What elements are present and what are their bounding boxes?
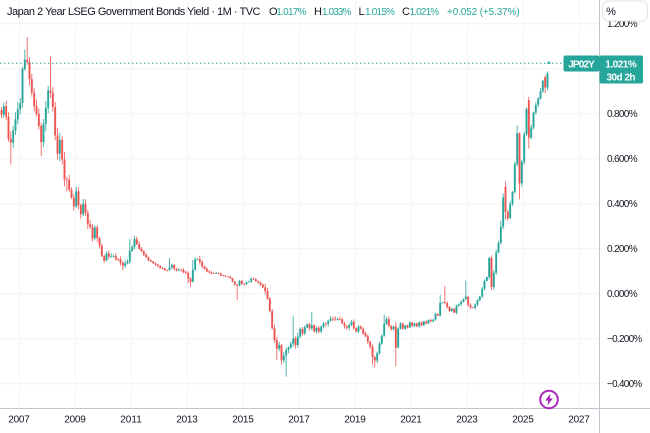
svg-text:1.033%: 1.033% xyxy=(322,7,352,18)
svg-text:2023: 2023 xyxy=(456,415,478,426)
svg-text:2021: 2021 xyxy=(400,415,422,426)
svg-text:−0.200%: −0.200% xyxy=(607,334,642,345)
svg-text:+0.052 (+5.37%): +0.052 (+5.37%) xyxy=(447,7,520,18)
svg-text:2011: 2011 xyxy=(120,415,142,426)
svg-text:2007: 2007 xyxy=(8,415,30,426)
svg-text:−0.400%: −0.400% xyxy=(607,379,642,390)
svg-text:1.021%: 1.021% xyxy=(410,7,440,18)
svg-text:L: L xyxy=(359,6,365,18)
svg-text:2027: 2027 xyxy=(568,415,590,426)
svg-text:1.200%: 1.200% xyxy=(607,19,638,30)
svg-text:2019: 2019 xyxy=(344,415,366,426)
svg-text:C: C xyxy=(402,6,410,18)
svg-text:%: % xyxy=(606,6,616,18)
svg-text:2025: 2025 xyxy=(512,415,534,426)
svg-text:JP02Y: JP02Y xyxy=(568,59,595,70)
svg-text:1.017%: 1.017% xyxy=(276,7,306,18)
svg-text:O: O xyxy=(269,6,278,18)
svg-text:0.000%: 0.000% xyxy=(607,289,638,300)
svg-text:Japan 2 Year LSEG Government B: Japan 2 Year LSEG Government Bonds Yield… xyxy=(7,6,261,18)
svg-text:2009: 2009 xyxy=(64,415,86,426)
svg-text:0.800%: 0.800% xyxy=(607,109,638,120)
svg-text:1.021%: 1.021% xyxy=(605,59,637,70)
svg-text:0.200%: 0.200% xyxy=(607,244,638,255)
svg-text:1.015%: 1.015% xyxy=(365,7,395,18)
svg-text:30d 2h: 30d 2h xyxy=(607,72,636,83)
svg-text:0.400%: 0.400% xyxy=(607,199,638,210)
svg-text:0.600%: 0.600% xyxy=(607,154,638,165)
svg-text:2017: 2017 xyxy=(288,415,310,426)
svg-text:2015: 2015 xyxy=(232,415,254,426)
svg-text:H: H xyxy=(314,6,322,18)
svg-text:2013: 2013 xyxy=(176,415,198,426)
